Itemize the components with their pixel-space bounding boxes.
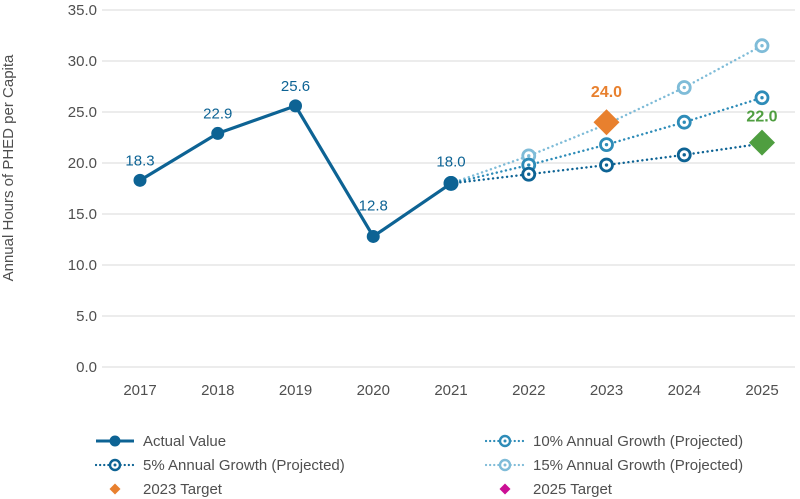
data-point-center-dot: [604, 142, 609, 147]
data-point-actual-value: [444, 176, 458, 190]
legend-item-target-2025: 2025 Target: [485, 477, 743, 499]
x-tick-label: 2018: [201, 382, 234, 399]
y-tick-label: 35.0: [68, 2, 97, 19]
target-marker-target-2025: [749, 129, 775, 156]
legend-label: 10% Annual Growth (Projected): [533, 432, 744, 450]
line-chart: Annual Hours of PHED per Capita 0.0 5.0 10…: [0, 2, 795, 399]
data-point-label: 18.0: [436, 153, 465, 170]
y-tick-label: 15.0: [68, 206, 97, 223]
legend-swatch-growth-10pct: [485, 434, 525, 448]
legend-swatch-growth-5pct: [95, 458, 135, 472]
y-tick-label: 25.0: [68, 104, 97, 121]
legend-center-dot: [503, 439, 507, 443]
legend-label: Actual Value: [143, 432, 227, 450]
target-label-target-2025: 22.0: [746, 109, 777, 126]
x-tick-label: 2019: [279, 382, 312, 399]
chart-legend: Actual Value 5% Annual Growth (Projected)…: [0, 429, 800, 499]
y-tick-label: 20.0: [68, 155, 97, 172]
legend-marker-dot: [109, 435, 121, 447]
data-point-center-dot: [527, 163, 531, 167]
legend-item-target-2023: 2023 Target: [95, 477, 345, 499]
target-marker-target-2023: [593, 109, 620, 136]
legend-label: 2023 Target: [143, 480, 222, 498]
legend-item-growth-15pct: 15% Annual Growth (Projected): [485, 453, 743, 477]
x-tick-label: 2022: [512, 382, 545, 399]
data-point-center-dot: [604, 163, 609, 167]
legend-diamond-icon: [499, 483, 511, 495]
legend-item-actual-value: Actual Value: [95, 429, 345, 453]
legend-label: 2025 Target: [533, 480, 612, 498]
legend-swatch-target-2023: [109, 483, 121, 495]
legend-swatch-target-2025: [499, 483, 511, 495]
x-tick-label: 2020: [357, 382, 390, 399]
x-tick-label: 2021: [434, 382, 467, 399]
y-tick-label: 30.0: [68, 53, 97, 70]
x-tick-label: 2024: [668, 382, 701, 399]
data-point-actual-value: [366, 229, 380, 243]
x-tick-label: 2023: [590, 382, 623, 399]
data-point-label: 12.8: [359, 197, 388, 214]
data-point-center-dot: [760, 44, 764, 48]
data-point-center-dot: [527, 172, 531, 176]
legend-label: 15% Annual Growth (Projected): [533, 456, 744, 474]
data-point-center-dot: [682, 153, 686, 157]
data-point-actual-value: [211, 126, 225, 140]
data-point-center-dot: [682, 85, 686, 90]
legend-column-right: 10% Annual Growth (Projected) 15% Annual …: [485, 429, 743, 499]
y-tick-label: 10.0: [68, 257, 97, 274]
series-line-actual-value: [139, 104, 452, 239]
data-point-center-dot: [760, 96, 764, 100]
data-point-center-dot: [682, 120, 686, 124]
x-tick-label: 2025: [745, 382, 778, 399]
series-line-growth-5pct: [449, 142, 764, 185]
data-point-label: 18.3: [125, 152, 154, 169]
data-point-center-dot: [527, 154, 531, 158]
data-point-label: 22.9: [203, 105, 232, 122]
legend-swatch-growth-15pct: [485, 458, 525, 472]
data-point-actual-value: [289, 99, 302, 113]
legend-center-dot: [113, 463, 117, 467]
y-tick-label: 0.0: [76, 359, 97, 376]
data-point-actual-value: [133, 173, 147, 187]
legend-label: 5% Annual Growth (Projected): [143, 456, 345, 474]
series-line-growth-15pct: [449, 44, 764, 185]
legend-item-growth-5pct: 5% Annual Growth (Projected): [95, 453, 345, 477]
legend-item-growth-10pct: 10% Annual Growth (Projected): [485, 429, 743, 453]
y-tick-label: 5.0: [76, 308, 97, 325]
y-axis-title: Annual Hours of PHED per Capita: [0, 54, 17, 281]
legend-swatch-actual-value: [96, 435, 134, 447]
legend-column-left: Actual Value 5% Annual Growth (Projected)…: [95, 429, 345, 499]
data-point-label: 25.6: [281, 78, 310, 95]
legend-center-dot: [503, 463, 507, 467]
x-tick-label: 2017: [123, 382, 156, 399]
target-label-target-2023: 24.0: [591, 84, 622, 101]
legend-diamond-icon: [109, 483, 121, 495]
